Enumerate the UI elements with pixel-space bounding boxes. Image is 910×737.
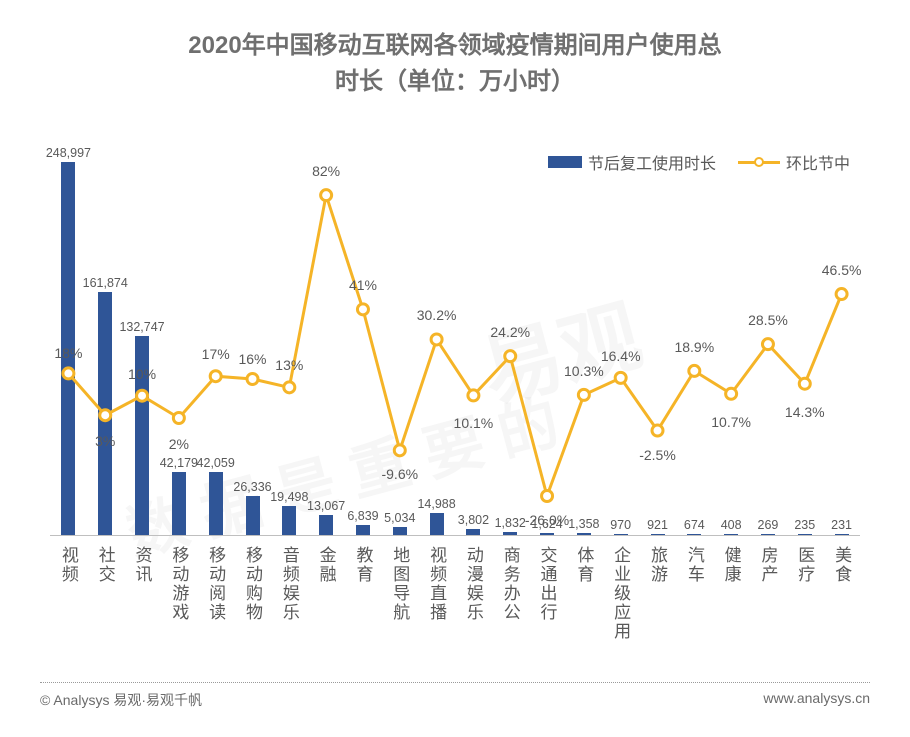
category-label: 资讯 — [130, 546, 155, 584]
plot-area: 248,997161,874132,74742,17942,05926,3361… — [50, 145, 860, 535]
trend-marker — [63, 368, 74, 379]
footer: © Analysys 易观·易观千帆 www.analysys.cn — [40, 690, 870, 710]
category-label: 美食 — [829, 546, 854, 584]
pct-label: 24.2% — [490, 324, 530, 340]
category-label: 地图导航 — [387, 546, 412, 622]
trend-marker — [726, 388, 737, 399]
pct-label: 16% — [238, 351, 266, 367]
pct-label: 3% — [95, 433, 115, 449]
trend-marker — [357, 304, 368, 315]
category-label: 移动阅读 — [203, 546, 228, 622]
trend-marker — [137, 390, 148, 401]
category-label: 移动购物 — [240, 546, 265, 622]
chart-title-line1: 2020年中国移动互联网各领域疫情期间用户使用总 — [188, 32, 721, 59]
trend-marker — [836, 289, 847, 300]
trend-marker — [284, 382, 295, 393]
pct-label: -26.0% — [525, 512, 569, 528]
trend-marker — [762, 339, 773, 350]
trend-marker — [100, 410, 111, 421]
trend-marker — [431, 334, 442, 345]
chart-title-line2: 时长（单位：万小时） — [335, 68, 575, 95]
footer-url: www.analysys.cn — [763, 690, 870, 710]
pct-label: 46.5% — [822, 262, 862, 278]
pct-label: 14.3% — [785, 404, 825, 420]
pct-label: -9.6% — [381, 466, 418, 482]
chart-frame: 易观 数 据 是 重 要 的 2020年中国移动互联网各领域疫情期间用户使用总 … — [0, 0, 910, 737]
trend-marker — [210, 371, 221, 382]
category-label: 汽车 — [682, 546, 707, 584]
trend-marker — [799, 378, 810, 389]
pct-label: 13% — [275, 357, 303, 373]
pct-label: 10.7% — [711, 414, 751, 430]
pct-label: 82% — [312, 163, 340, 179]
category-label: 金融 — [314, 546, 339, 584]
pct-label: 30.2% — [417, 307, 457, 323]
trend-marker — [615, 372, 626, 383]
pct-label: 2% — [169, 436, 189, 452]
trend-marker — [247, 374, 258, 385]
category-label: 医疗 — [792, 546, 817, 584]
category-label: 健康 — [719, 546, 744, 584]
footer-copyright: © Analysys 易观·易观千帆 — [40, 690, 202, 710]
category-label: 旅游 — [645, 546, 670, 584]
x-axis-rule — [50, 535, 860, 536]
trend-marker — [689, 365, 700, 376]
trend-marker — [468, 390, 479, 401]
category-label: 视频直播 — [424, 546, 449, 622]
category-label: 动漫娱乐 — [461, 546, 486, 622]
pct-label: 41% — [349, 277, 377, 293]
category-label: 视频 — [56, 546, 81, 584]
category-label: 商务办公 — [498, 546, 523, 622]
pct-label: 10% — [128, 366, 156, 382]
trend-marker — [321, 190, 332, 201]
trend-marker — [578, 389, 589, 400]
trend-marker — [652, 425, 663, 436]
chart-title: 2020年中国移动互联网各领域疫情期间用户使用总 时长（单位：万小时） — [0, 0, 910, 100]
pct-label: 10.3% — [564, 363, 604, 379]
category-label: 体育 — [571, 546, 596, 584]
trend-marker — [394, 445, 405, 456]
category-label: 教育 — [350, 546, 375, 584]
category-label: 企业级应用 — [608, 546, 633, 641]
pct-label: 28.5% — [748, 312, 788, 328]
line-layer — [50, 145, 860, 535]
trend-marker — [505, 351, 516, 362]
pct-label: 10.1% — [454, 415, 494, 431]
category-label: 社交 — [93, 546, 118, 584]
category-label: 房产 — [755, 546, 780, 584]
category-label: 音频娱乐 — [277, 546, 302, 622]
trend-marker — [173, 413, 184, 424]
x-axis: 视频社交资讯移动游戏移动阅读移动购物音频娱乐金融教育地图导航视频直播动漫娱乐商务… — [50, 540, 860, 660]
pct-label: -2.5% — [639, 447, 676, 463]
trend-marker — [542, 491, 553, 502]
category-label: 交通出行 — [535, 546, 560, 622]
pct-label: 16.4% — [601, 348, 641, 364]
pct-label: 18.9% — [674, 339, 714, 355]
pct-label: 17% — [202, 346, 230, 362]
pct-label: 18% — [54, 345, 82, 361]
category-label: 移动游戏 — [166, 546, 191, 622]
footer-rule — [40, 682, 870, 683]
